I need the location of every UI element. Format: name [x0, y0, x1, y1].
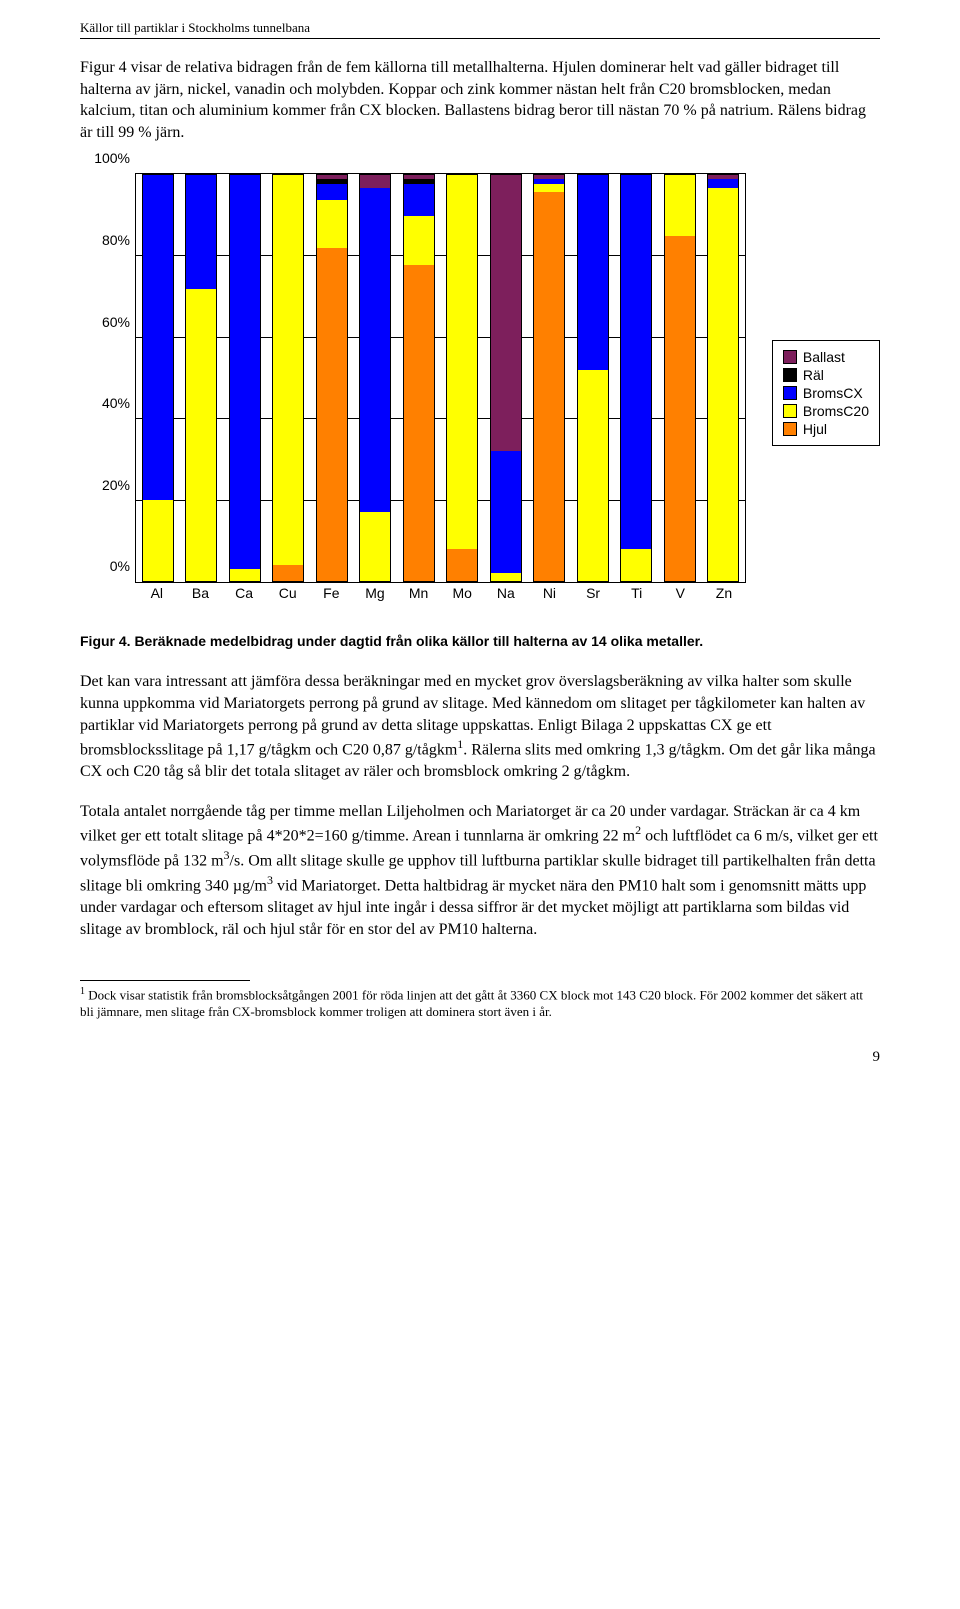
bar-segment [360, 512, 390, 581]
running-header: Källor till partiklar i Stockholms tunne… [80, 20, 880, 36]
bar-segment [665, 236, 695, 581]
bar-segment [491, 573, 521, 581]
chart-legend: Ballast Räl BromsCX BromsC20 Hjul [772, 340, 880, 446]
bar-Al [142, 174, 174, 582]
legend-swatch [783, 350, 797, 364]
bar-segment [143, 500, 173, 581]
x-tick-label: V [664, 585, 696, 613]
bar-Mn [403, 174, 435, 582]
legend-swatch [783, 404, 797, 418]
x-tick-label: Mg [359, 585, 391, 613]
x-tick-label: Cu [272, 585, 304, 613]
y-tick-label: 80% [102, 232, 136, 248]
bar-Mg [359, 174, 391, 582]
paragraph-intro: Figur 4 visar de relativa bidragen från … [80, 57, 880, 143]
legend-label: BromsCX [803, 385, 863, 401]
x-tick-label: Mo [446, 585, 478, 613]
bar-segment [708, 188, 738, 582]
legend-swatch [783, 422, 797, 436]
legend-label: Hjul [803, 421, 827, 437]
bar-segment [665, 175, 695, 236]
bar-segment [621, 549, 651, 581]
bar-segment [317, 248, 347, 581]
x-tick-label: Ni [533, 585, 565, 613]
paragraph-2: Det kan vara intressant att jämföra dess… [80, 671, 880, 782]
x-tick-label: Zn [708, 585, 740, 613]
bar-segment [708, 179, 738, 187]
bar-segment [186, 175, 216, 289]
legend-label: BromsC20 [803, 403, 869, 419]
bar-segment [447, 175, 477, 549]
x-tick-label: Fe [315, 585, 347, 613]
bar-segment [404, 265, 434, 582]
y-tick-label: 60% [102, 314, 136, 330]
bar-segment [230, 569, 260, 581]
x-tick-label: Na [490, 585, 522, 613]
x-tick-label: Ca [228, 585, 260, 613]
paragraph-3: Totala antalet norrgående tåg per timme … [80, 801, 880, 941]
bar-segment [143, 175, 173, 500]
bar-segment [534, 192, 564, 582]
legend-item: Ballast [783, 349, 869, 365]
figure-4-caption: Figur 4. Beräknade medelbidrag under dag… [80, 633, 880, 649]
legend-swatch [783, 368, 797, 382]
bar-segment [360, 175, 390, 187]
bar-segment [447, 549, 477, 581]
legend-swatch [783, 386, 797, 400]
x-axis-labels: Al Ba Ca Cu Fe Mg Mn Mo Na Ni Sr Ti V Zn [135, 585, 746, 613]
y-tick-label: 20% [102, 477, 136, 493]
bar-segment [578, 370, 608, 581]
bar-Fe [316, 174, 348, 582]
header-rule [80, 38, 880, 39]
plot-box: 0%20%40%60%80%100% [135, 173, 746, 583]
legend-item: Räl [783, 367, 869, 383]
bar-segment [621, 175, 651, 549]
bar-segment [230, 175, 260, 569]
bar-segment [491, 451, 521, 573]
bar-segment [404, 184, 434, 216]
x-tick-label: Sr [577, 585, 609, 613]
x-tick-label: Mn [403, 585, 435, 613]
bar-V [664, 174, 696, 582]
y-tick-label: 0% [110, 558, 136, 574]
bar-Ti [620, 174, 652, 582]
page-number: 9 [80, 1049, 880, 1066]
bar-Ca [229, 174, 261, 582]
legend-label: Ballast [803, 349, 845, 365]
bar-segment [360, 188, 390, 513]
bars-row [136, 174, 745, 582]
bar-Zn [707, 174, 739, 582]
bar-Ni [533, 174, 565, 582]
bar-Sr [577, 174, 609, 582]
y-tick-label: 100% [94, 150, 136, 166]
bar-segment [534, 184, 564, 192]
bar-segment [273, 565, 303, 581]
bar-Cu [272, 174, 304, 582]
legend-label: Räl [803, 367, 824, 383]
bar-segment [317, 200, 347, 249]
legend-item: BromsC20 [783, 403, 869, 419]
bar-Ba [185, 174, 217, 582]
bar-segment [491, 175, 521, 451]
x-tick-label: Al [141, 585, 173, 613]
page-container: Källor till partiklar i Stockholms tunne… [40, 0, 920, 1106]
bar-segment [186, 289, 216, 581]
bar-Na [490, 174, 522, 582]
figure-4-chart: 0%20%40%60%80%100% Al Ba Ca Cu Fe Mg Mn Mo Na Ni S… [80, 173, 880, 613]
x-tick-label: Ti [621, 585, 653, 613]
chart-area: 0%20%40%60%80%100% Al Ba Ca Cu Fe Mg Mn Mo Na Ni S… [80, 173, 756, 613]
bar-segment [273, 175, 303, 565]
bar-segment [404, 216, 434, 265]
legend-item: Hjul [783, 421, 869, 437]
bar-Mo [446, 174, 478, 582]
bar-segment [578, 175, 608, 370]
footnote-rule [80, 980, 250, 981]
bar-segment [317, 184, 347, 200]
x-tick-label: Ba [184, 585, 216, 613]
legend-item: BromsCX [783, 385, 869, 401]
y-tick-label: 40% [102, 395, 136, 411]
footnote-1: 1 Dock visar statistik från bromsblockså… [80, 985, 880, 1021]
